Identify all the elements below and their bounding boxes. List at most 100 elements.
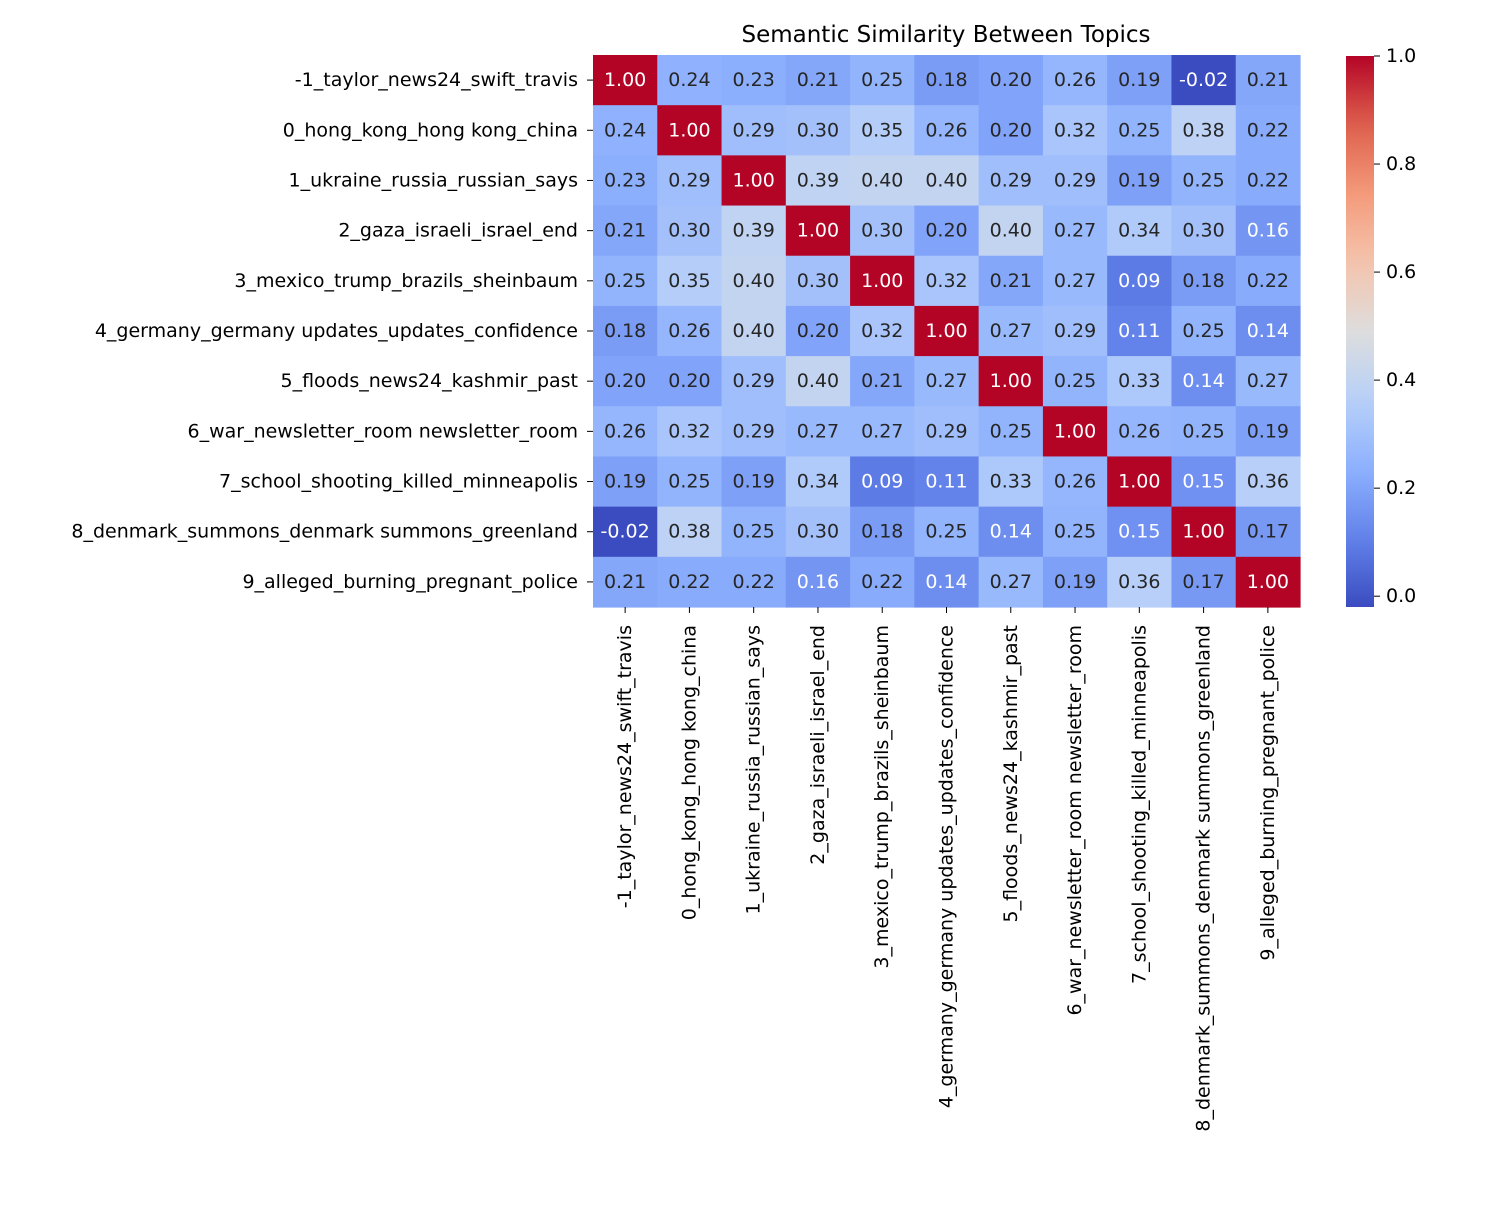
- cell-value-label: 0.20: [990, 69, 1032, 91]
- y-tick-label: 4_germany_germany updates_updates_confid…: [95, 320, 578, 342]
- heatmap-cell: [850, 506, 915, 558]
- heatmap-cell: [1235, 255, 1301, 307]
- cell-value-label: 0.24: [668, 69, 710, 91]
- cell-value-label: 0.15: [1118, 521, 1160, 543]
- heatmap-cell: [785, 356, 851, 407]
- cell-value-label: 0.25: [1182, 320, 1224, 342]
- cell-value-label: 0.26: [604, 420, 646, 442]
- heatmap-cell: [657, 205, 723, 257]
- cell-value-label: 0.34: [1118, 220, 1160, 242]
- cell-value-label: 0.25: [1118, 119, 1160, 141]
- cell-value-label: 0.18: [925, 69, 967, 91]
- heatmap-cell: [1107, 155, 1173, 207]
- y-axis-tick-labels: -1_taylor_news24_swift_travis 0_hong_kong…: [71, 69, 593, 593]
- cell-value-label: 0.33: [1118, 370, 1160, 392]
- heatmap-cells: [593, 55, 1301, 608]
- heatmap-cell: [1235, 506, 1301, 558]
- cell-value-label: 0.35: [861, 119, 903, 141]
- heatmap-cell: [1042, 255, 1108, 307]
- cell-value-label: 0.19: [1118, 169, 1160, 191]
- heatmap-cell: [1107, 305, 1173, 357]
- cell-value-label: 0.32: [861, 320, 903, 342]
- heatmap-cell: [1042, 506, 1108, 558]
- heatmap-cell: [914, 155, 980, 207]
- heatmap-cell: [721, 55, 787, 106]
- heatmap-cell: [850, 356, 915, 407]
- y-tick-label: 6_war_newsletter_room newsletter_room: [187, 420, 578, 442]
- cell-value-label: 1.00: [1118, 471, 1160, 493]
- colorbar-tick-label: 0.8: [1386, 153, 1416, 175]
- cell-value-label: 0.19: [1247, 420, 1289, 442]
- cell-value-label: 1.00: [1247, 571, 1289, 593]
- heatmap-cell: [914, 456, 980, 508]
- cell-value-label: 0.11: [925, 471, 967, 493]
- cell-value-label: -0.02: [601, 521, 650, 543]
- x-tick-label: -1_taylor_news24_swift_travis: [614, 625, 636, 908]
- cell-value-label: 0.23: [733, 69, 775, 91]
- heatmap-cell: [1042, 356, 1108, 407]
- heatmap-cell: [785, 305, 851, 357]
- heatmap-cell: [1171, 506, 1237, 558]
- cell-value-label: 0.20: [604, 370, 646, 392]
- heatmap-cell: [1171, 406, 1237, 458]
- cell-value-label: 0.26: [1054, 69, 1096, 91]
- heatmap-cell: [1235, 556, 1301, 608]
- chart-title: Semantic Similarity Between Topics: [741, 22, 1150, 48]
- heatmap-cell: [721, 556, 787, 608]
- heatmap-cell: [1235, 155, 1301, 207]
- cell-value-label: 0.30: [861, 220, 903, 242]
- cell-value-label: 0.21: [604, 220, 646, 242]
- cell-value-label: 0.25: [1054, 370, 1096, 392]
- heatmap-cell: [1107, 205, 1173, 257]
- cell-value-label: 0.27: [1054, 220, 1096, 242]
- heatmap-cell: [914, 105, 980, 156]
- heatmap-cell: [978, 356, 1044, 407]
- cell-value-label: 0.25: [733, 521, 775, 543]
- cell-value-label: 0.25: [668, 471, 710, 493]
- heatmap-cell: [1107, 406, 1173, 458]
- cell-value-label: 0.38: [1182, 119, 1224, 141]
- cell-value-label: 0.27: [1054, 270, 1096, 292]
- heatmap-cell: [785, 556, 851, 608]
- cell-value-label: 0.16: [797, 571, 839, 593]
- heatmap-cell: [1042, 205, 1108, 257]
- y-tick-label: 5_floods_news24_kashmir_past: [280, 370, 578, 392]
- heatmap-cell: [657, 556, 723, 608]
- heatmap-cell: [785, 506, 851, 558]
- y-tick-label: 1_ukraine_russia_russian_says: [289, 169, 578, 191]
- heatmap-cell: [914, 356, 980, 407]
- heatmap-cell: [978, 456, 1044, 508]
- heatmap-cell: [1107, 506, 1173, 558]
- heatmap-cell: [850, 155, 915, 207]
- heatmap-cell: [593, 105, 658, 156]
- cell-value-label: 0.21: [990, 270, 1032, 292]
- heatmap-cell: [1042, 305, 1108, 357]
- heatmap-cell: [850, 556, 915, 608]
- cell-value-label: 0.09: [1118, 270, 1160, 292]
- y-tick-label: -1_taylor_news24_swift_travis: [295, 69, 578, 91]
- heatmap-cell: [721, 105, 787, 156]
- cell-value-label: 0.19: [733, 471, 775, 493]
- heatmap-cell: [1042, 556, 1108, 608]
- heatmap-cell: [1107, 356, 1173, 407]
- cell-value-label: 0.29: [733, 370, 775, 392]
- cell-value-label: 0.16: [1247, 220, 1289, 242]
- cell-value-label: 0.25: [1182, 420, 1224, 442]
- heatmap-cell: [785, 406, 851, 458]
- heatmap-cell: [1235, 456, 1301, 508]
- cell-value-label: 0.36: [1118, 571, 1160, 593]
- cell-value-label: 0.27: [925, 370, 967, 392]
- cell-value-label: 0.18: [1182, 270, 1224, 292]
- x-axis-tick-labels: -1_taylor_news24_swift_travis 0_hong_kong…: [614, 607, 1279, 1132]
- heatmap-cell: [1171, 55, 1237, 106]
- cell-value-label: 0.25: [1182, 169, 1224, 191]
- cell-value-label: 0.29: [733, 420, 775, 442]
- heatmap-cell: [1107, 556, 1173, 608]
- heatmap-cell: [1171, 255, 1237, 307]
- cell-value-label: 0.21: [797, 69, 839, 91]
- heatmap-cell: [593, 55, 658, 106]
- heatmap-cell: [914, 305, 980, 357]
- cell-value-label: 1.00: [733, 169, 775, 191]
- heatmap-cell: [914, 556, 980, 608]
